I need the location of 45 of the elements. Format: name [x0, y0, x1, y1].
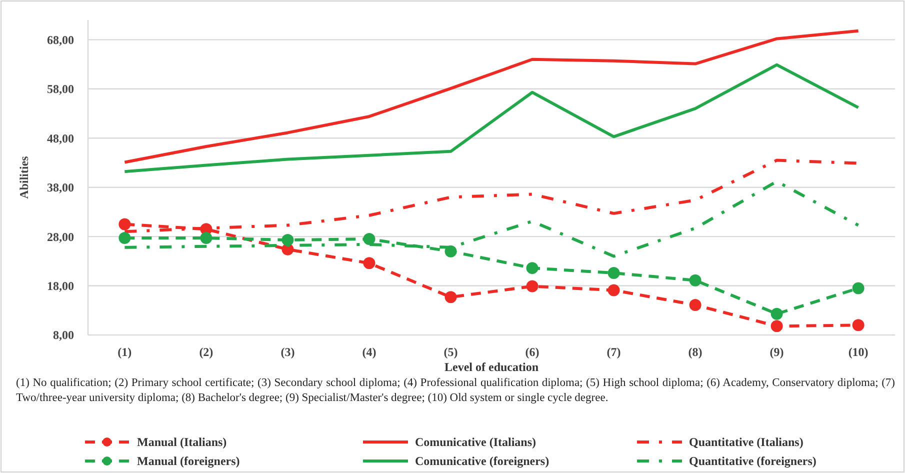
- point: [526, 262, 538, 274]
- x-tick-label: (10): [848, 345, 868, 360]
- point: [852, 319, 864, 332]
- x-tick-label: (3): [280, 345, 295, 360]
- x-axis-title: Level of education: [444, 360, 539, 374]
- point: [282, 234, 294, 246]
- point: [770, 308, 783, 320]
- y-tick-label: 68,00: [47, 32, 74, 47]
- y-tick-label: 48,00: [47, 131, 74, 146]
- legend-label: Comunicative (Italians): [415, 435, 536, 450]
- x-tick-label: (7): [606, 345, 621, 360]
- y-axis-title: Abilities: [17, 156, 31, 199]
- point: [852, 282, 864, 294]
- text: (1) No qualification; (2) Primary school certificate; (3) Secondary school diploma; (4) Professional qualification diploma; (5) High school diploma; (6) Academy, Conservatory diploma; (7) Two/three-year university diploma; (8) Bachelor's degree; (9) Specialist/Master's degree; (10) Old system or single cycle degree.: [16, 376, 895, 406]
- point: [363, 233, 376, 246]
- point: [200, 232, 212, 244]
- y-tick-label: 8,00: [53, 328, 74, 342]
- point: [770, 320, 783, 332]
- x-tick-label: (2): [199, 345, 214, 360]
- point: [118, 232, 131, 244]
- x-tick-label: (6): [525, 345, 540, 360]
- x-tick-label: (8): [688, 345, 702, 360]
- point: [118, 218, 131, 230]
- point: [526, 280, 538, 292]
- point: [608, 284, 620, 296]
- point: [689, 274, 702, 286]
- x-tick-label: (1): [118, 345, 132, 360]
- y-tick-label: 18,00: [47, 278, 74, 293]
- x-tick-label: (4): [362, 345, 376, 360]
- y-tick-label: 58,00: [47, 82, 74, 96]
- line-series: [123, 63, 860, 174]
- line-series: [123, 29, 860, 164]
- legend-label: Manual (Italians): [137, 435, 227, 450]
- legend-label: Manual (foreigners): [137, 454, 240, 468]
- x-tick-label: (9): [770, 345, 784, 360]
- legend-label: Quantitative (foreigners): [689, 454, 816, 468]
- y-tick-label: 28,00: [47, 230, 74, 244]
- point: [444, 291, 457, 304]
- x-tick-label: (5): [444, 345, 458, 360]
- legend-label: Quantitative (Italians): [689, 435, 804, 450]
- legend-label: Comunicative (foreigners): [415, 454, 550, 468]
- point: [608, 266, 620, 279]
- point: [363, 257, 376, 270]
- point: [689, 298, 702, 311]
- y-tick-label: 38,00: [47, 180, 74, 195]
